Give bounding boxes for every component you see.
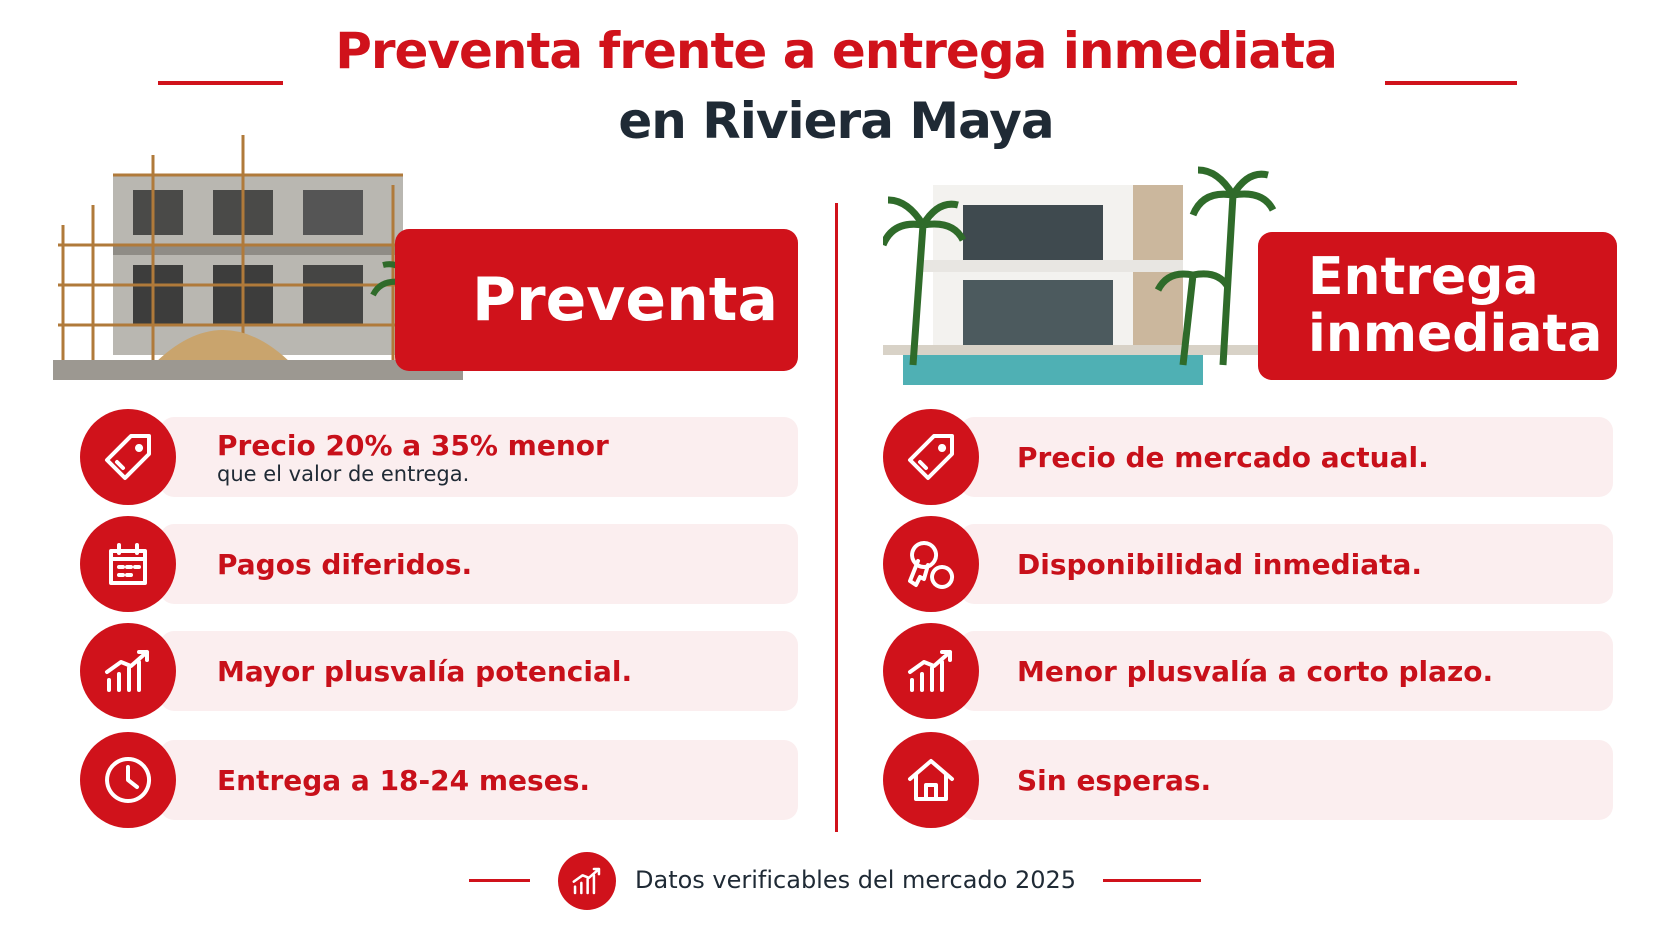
feature-row: Precio 20% a 35% menor que el valor de en… bbox=[160, 417, 798, 497]
feature-icon bbox=[883, 623, 979, 719]
feature-text: Mayor plusvalía potencial. bbox=[217, 654, 633, 688]
decor-line bbox=[469, 879, 530, 882]
feature-text: Disponibilidad inmediata. bbox=[1017, 547, 1423, 581]
feature-text: Entrega a 18-24 meses. bbox=[217, 763, 590, 797]
construction-image bbox=[53, 135, 463, 380]
feature-subtext: que el valor de entrega. bbox=[217, 461, 470, 486]
title: Preventa frente a entrega inmediata bbox=[335, 22, 1338, 80]
feature-icon bbox=[80, 732, 176, 828]
feature-row: Pagos diferidos. bbox=[160, 524, 798, 604]
feature-row: Entrega a 18-24 meses. bbox=[160, 740, 798, 820]
feature-text: Precio de mercado actual. bbox=[1017, 440, 1429, 474]
divider bbox=[835, 203, 838, 832]
feature-icon bbox=[80, 409, 176, 505]
feature-icon bbox=[883, 516, 979, 612]
subtitle: en Riviera Maya bbox=[618, 92, 1054, 150]
feature-icon bbox=[883, 409, 979, 505]
feature-text: Sin esperas. bbox=[1017, 763, 1212, 797]
feature-icon bbox=[80, 623, 176, 719]
feature-row: Precio de mercado actual. bbox=[960, 417, 1613, 497]
feature-text: Precio 20% a 35% menor bbox=[217, 428, 609, 462]
feature-row: Sin esperas. bbox=[960, 740, 1613, 820]
footer-icon bbox=[558, 852, 616, 910]
decor-line bbox=[158, 81, 283, 85]
feature-row: Mayor plusvalía potencial. bbox=[160, 631, 798, 711]
footer-text: Datos verificables del mercado 2025 bbox=[635, 866, 1077, 894]
feature-row: Menor plusvalía a corto plazo. bbox=[960, 631, 1613, 711]
decor-line bbox=[1385, 81, 1517, 85]
column-heading: Preventa bbox=[395, 229, 798, 371]
feature-icon bbox=[80, 516, 176, 612]
feature-text: Menor plusvalía a corto plazo. bbox=[1017, 654, 1494, 688]
column-heading: Entrega inmediata bbox=[1258, 232, 1617, 380]
feature-row: Disponibilidad inmediata. bbox=[960, 524, 1613, 604]
feature-text: Pagos diferidos. bbox=[217, 547, 473, 581]
house-image bbox=[883, 166, 1293, 385]
feature-icon bbox=[883, 732, 979, 828]
decor-line bbox=[1103, 879, 1201, 882]
